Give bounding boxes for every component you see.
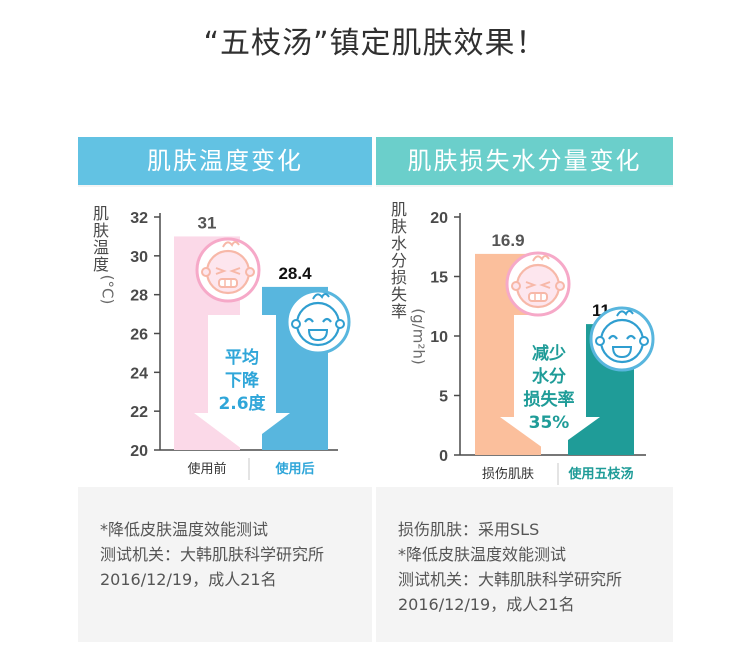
temperature-y-label-char: 肤 bbox=[92, 221, 109, 240]
temperature-notes: *降低皮肤温度效能测试 测试机关：大韩肌肤科学研究所 2016/12/19，成人… bbox=[100, 517, 324, 592]
y-tick-label: 10 bbox=[430, 329, 448, 346]
crying-baby-icon bbox=[195, 237, 261, 303]
note-line: 测试机关：大韩肌肤科学研究所 bbox=[398, 570, 623, 589]
temperature-y-label-char: 温 bbox=[92, 238, 109, 257]
note-line: 2016/12/19，成人21名 bbox=[398, 595, 575, 614]
moisture-loss-chart: 肌肤水分损失率 (g/m²h) 0 5 10 15 20 16.9 损伤肌肤 11 使用五枝汤 减… bbox=[376, 187, 673, 487]
moisture-loss-card-header: 肌肤损失水分量变化 bbox=[376, 137, 673, 185]
moisture-arrow-value: 35% bbox=[528, 413, 570, 433]
bar-value-label: 16.9 bbox=[491, 231, 524, 250]
bar-value-label: 31 bbox=[198, 213, 217, 232]
moisture-arrow-line: 减少 bbox=[532, 344, 566, 364]
page-headline: “五枝汤”镇定肌肤效果！ bbox=[203, 26, 547, 61]
category-label: 使用前 bbox=[187, 461, 226, 477]
y-tick-label: 26 bbox=[130, 327, 148, 344]
moisture-y-label-char: 水 bbox=[390, 234, 407, 253]
temperature-y-label-char: 度 bbox=[92, 255, 109, 274]
y-tick-label: 0 bbox=[439, 448, 448, 465]
moisture-y-axis-label: 肌肤水分损失率 (g/m²h) bbox=[390, 200, 428, 365]
temperature-card-header: 肌肤温度变化 bbox=[78, 137, 372, 185]
temperature-y-axis-label: 肌肤温度 (°C) bbox=[92, 204, 116, 304]
moisture-loss-card: 肌肤损失水分量变化 肌肤水分损失率 (g/m²h) 0 5 10 15 20 16.9 损伤肌… bbox=[376, 137, 673, 642]
category-label: 损伤肌肤 bbox=[482, 467, 534, 482]
y-tick-label: 20 bbox=[430, 210, 448, 227]
temperature-arrow-label: 平均下降 2.6度 bbox=[210, 347, 274, 416]
moisture-y-label-char: 分 bbox=[390, 251, 407, 270]
y-tick-label: 32 bbox=[130, 210, 148, 227]
y-tick-label: 22 bbox=[130, 404, 148, 421]
moisture-notes: 损伤肌肤：采用SLS *降低皮肤温度效能测试 测试机关：大韩肌肤科学研究所 20… bbox=[398, 517, 622, 617]
down-arrow-shape bbox=[194, 315, 290, 449]
temperature-bar-chart: 20 22 24 26 28 30 32 31 使用前 28.4 使用后 bbox=[130, 210, 351, 480]
temperature-arrow-value: 2.6度 bbox=[218, 394, 266, 414]
moisture-y-label-char: 率 bbox=[390, 302, 407, 321]
temperature-card: 肌肤温度变化 肌肤温度 (°C) 20 22 24 26 28 30 32 31 使用前 28.4 使… bbox=[78, 137, 372, 642]
temperature-arrow-line: 平均 bbox=[225, 348, 259, 368]
moisture-y-label-char: 肌 bbox=[390, 200, 407, 219]
note-line: *降低皮肤温度效能测试 bbox=[100, 520, 269, 539]
down-arrow-shape bbox=[500, 315, 600, 453]
moisture-y-label-char: 失 bbox=[390, 285, 407, 304]
smiling-baby-icon bbox=[285, 289, 351, 355]
y-tick-label: 28 bbox=[130, 288, 148, 305]
y-tick-label: 15 bbox=[430, 270, 448, 287]
note-line: 测试机关：大韩肌肤科学研究所 bbox=[100, 545, 325, 564]
bar-value-label: 28.4 bbox=[278, 264, 312, 283]
category-label: 使用后 bbox=[274, 461, 314, 477]
y-tick-label: 20 bbox=[130, 443, 148, 460]
moisture-arrow-line: 水分 bbox=[532, 367, 566, 387]
crying-baby-icon bbox=[505, 251, 571, 317]
temperature-chart: 肌肤温度 (°C) 20 22 24 26 28 30 32 31 使用前 28.4 使用后 平均下降… bbox=[78, 187, 372, 487]
moisture-y-label-char: 肤 bbox=[390, 217, 407, 236]
moisture-y-label-char: 损 bbox=[390, 268, 407, 287]
category-label: 使用五枝汤 bbox=[567, 466, 633, 482]
y-tick-label: 30 bbox=[130, 249, 148, 266]
temperature-y-label-char: 肌 bbox=[92, 204, 109, 223]
temperature-arrow-line: 下降 bbox=[225, 371, 259, 391]
moisture-arrow-label: 减少水分损失率 35% bbox=[512, 343, 586, 435]
note-line: 损伤肌肤：采用SLS bbox=[398, 520, 540, 539]
note-line: *降低皮肤温度效能测试 bbox=[398, 545, 567, 564]
y-tick-label: 24 bbox=[130, 365, 148, 382]
y-tick-label: 5 bbox=[439, 389, 448, 406]
smiling-baby-icon bbox=[589, 306, 655, 372]
moisture-arrow-line: 损失率 bbox=[523, 390, 575, 410]
note-line: 2016/12/19，成人21名 bbox=[100, 570, 277, 589]
